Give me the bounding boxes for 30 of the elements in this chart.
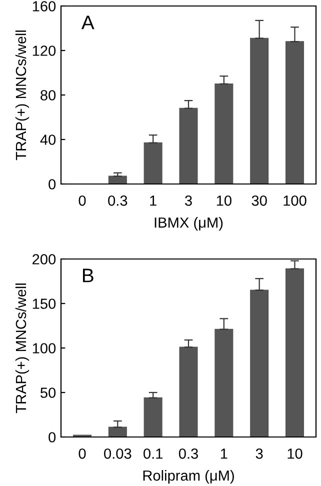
x-tick-label: 100 — [284, 195, 306, 206]
x-axis-title: IBMX (μM) — [154, 217, 223, 231]
annotation: B — [82, 268, 94, 282]
y-tick-label: 0 — [48, 179, 56, 190]
annotation: A — [81, 16, 94, 30]
x-tick-label: 0.03 — [104, 448, 132, 459]
x-tick-label: 0.3 — [108, 195, 128, 206]
x-tick-label: 1 — [220, 448, 228, 459]
y-tick-label: 160 — [32, 1, 56, 12]
x-tick-label: 0.3 — [178, 448, 198, 459]
x-tick-label: 0.1 — [144, 448, 163, 459]
y-tick-label: 40 — [40, 134, 56, 145]
x-tick-label: 10 — [288, 448, 302, 459]
x-tick-label: 0 — [78, 195, 86, 206]
x-tick-label: 0 — [78, 448, 86, 459]
x-axis-title: Rolipram (μM) — [143, 470, 234, 484]
y-tick-label: 100 — [32, 343, 56, 354]
y-tick-label: 120 — [32, 46, 56, 56]
y-tick-label: 50 — [40, 388, 56, 398]
y-tick-label: 80 — [40, 90, 56, 100]
x-tick-label: 3 — [185, 195, 192, 206]
y-tick-label: 0 — [48, 432, 56, 442]
x-tick-label: 3 — [256, 448, 263, 459]
x-tick-label: 10 — [216, 195, 232, 206]
y-tick-label: 200 — [32, 254, 56, 264]
y-tick-label: 150 — [32, 298, 56, 309]
x-tick-label: 1 — [150, 196, 156, 206]
y-axis-title: TRAP(+) MNCs/well — [15, 284, 30, 414]
y-axis-title: TRAP(+) MNCs/well — [15, 30, 30, 160]
x-tick-label: 30 — [252, 195, 267, 206]
